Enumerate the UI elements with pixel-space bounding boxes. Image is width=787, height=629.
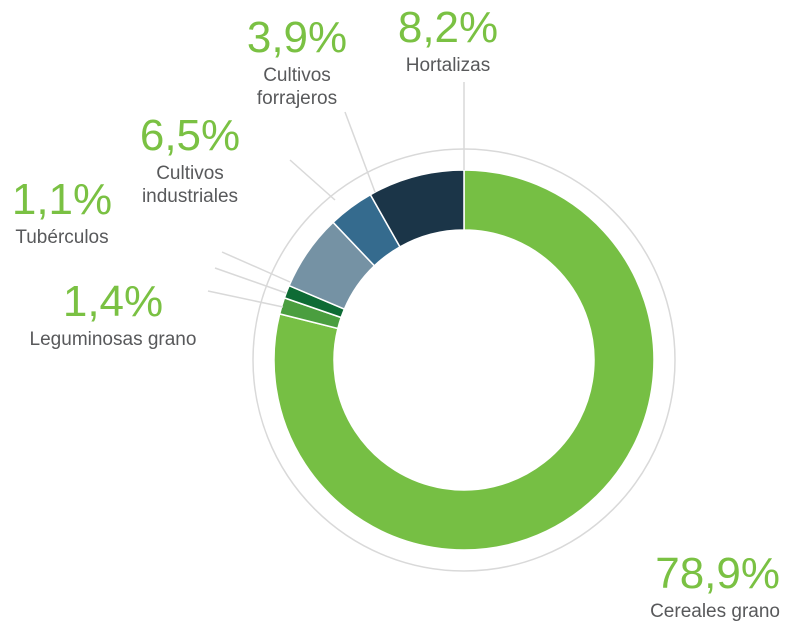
value-label: 3,9% xyxy=(246,13,348,62)
category-label: Cultivos industriales xyxy=(141,163,239,207)
donut-segment xyxy=(273,169,655,551)
category-label: Tubérculos xyxy=(15,227,109,248)
donut-segment xyxy=(369,169,465,248)
value-label: 78,9% xyxy=(655,549,780,598)
value-label: 8,2% xyxy=(397,3,499,52)
category-label: Cereales grano xyxy=(650,601,780,622)
segment-label: 3,9% Cultivos forrajeros xyxy=(232,16,362,110)
leader-line xyxy=(344,111,376,193)
segment-label: 8,2% Hortalizas xyxy=(383,6,513,77)
leader-line xyxy=(289,159,336,201)
leader-line xyxy=(207,290,284,308)
segment-label: 6,5% Cultivos industriales xyxy=(120,114,260,208)
category-label: Hortalizas xyxy=(405,55,491,76)
value-label: 6,5% xyxy=(139,111,241,160)
value-label: 1,1% xyxy=(11,175,113,224)
segment-label: 1,1% Tubérculos xyxy=(0,178,124,249)
leader-line xyxy=(214,267,287,294)
leader-line xyxy=(221,251,291,283)
value-label: 1,4% xyxy=(62,277,164,326)
category-label: Leguminosas grano xyxy=(29,329,197,350)
category-label: Cultivos forrajeros xyxy=(256,65,338,109)
segment-label: 1,4% Leguminosas grano xyxy=(28,280,198,351)
segment-label: 78,9% Cereales grano xyxy=(600,552,780,623)
